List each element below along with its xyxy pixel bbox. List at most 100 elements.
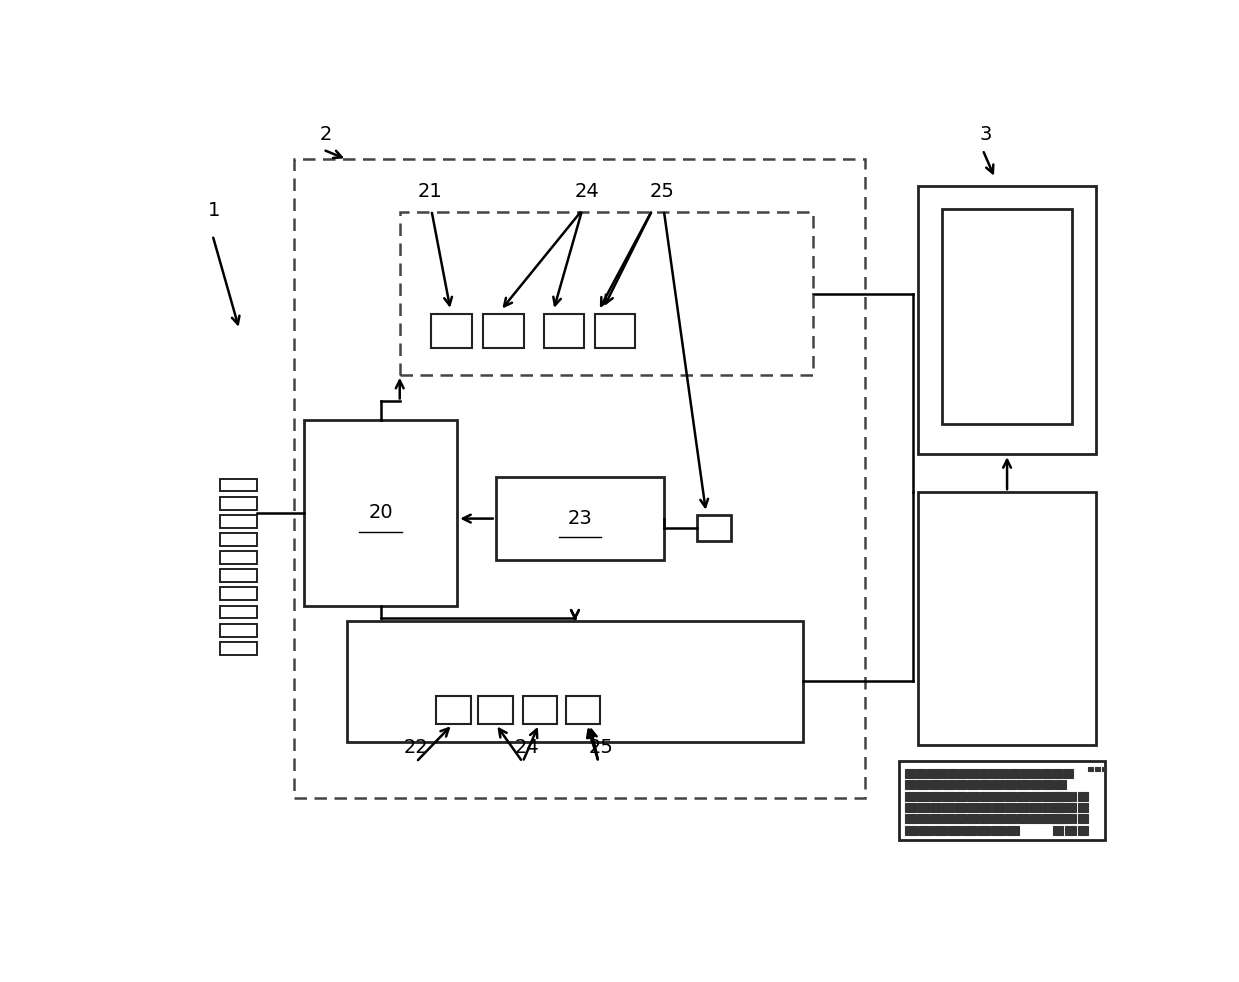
Bar bbox=[1030, 791, 1041, 800]
Bar bbox=[955, 814, 966, 823]
Bar bbox=[991, 826, 1005, 835]
Bar bbox=[992, 781, 1004, 790]
Bar bbox=[929, 781, 942, 790]
Bar bbox=[968, 781, 979, 790]
Bar bbox=[1042, 781, 1053, 790]
Bar bbox=[992, 803, 1004, 812]
Bar bbox=[955, 803, 966, 812]
Bar bbox=[1032, 769, 1041, 778]
Bar bbox=[948, 826, 961, 835]
Bar bbox=[221, 642, 256, 655]
Bar bbox=[1030, 803, 1041, 812]
Bar bbox=[1054, 781, 1066, 790]
Bar bbox=[929, 814, 942, 823]
Bar bbox=[943, 781, 954, 790]
Bar bbox=[595, 314, 634, 349]
Bar bbox=[1095, 767, 1100, 771]
Bar bbox=[1063, 769, 1073, 778]
Bar bbox=[980, 803, 991, 812]
Bar bbox=[943, 791, 954, 800]
Bar bbox=[943, 814, 954, 823]
Bar bbox=[958, 769, 968, 778]
Bar bbox=[968, 791, 979, 800]
Bar bbox=[900, 761, 1105, 840]
Bar bbox=[992, 814, 1004, 823]
Bar bbox=[968, 803, 979, 812]
Text: 25: 25 bbox=[589, 737, 613, 757]
Bar bbox=[1066, 814, 1075, 823]
Bar bbox=[963, 826, 976, 835]
Bar bbox=[1005, 791, 1016, 800]
Bar bbox=[1017, 781, 1028, 790]
Bar bbox=[980, 814, 991, 823]
Text: 3: 3 bbox=[979, 126, 991, 144]
Bar bbox=[1053, 814, 1063, 823]
Text: 22: 22 bbox=[404, 737, 429, 757]
Text: 24: 24 bbox=[515, 737, 540, 757]
Bar bbox=[478, 695, 513, 725]
Bar bbox=[1078, 803, 1088, 812]
Bar bbox=[1017, 803, 1028, 812]
Bar bbox=[1101, 767, 1106, 771]
Bar bbox=[1005, 781, 1016, 790]
Bar bbox=[221, 624, 256, 636]
Bar bbox=[1005, 803, 1016, 812]
Bar bbox=[904, 826, 918, 835]
Bar bbox=[943, 208, 1072, 424]
Bar bbox=[483, 314, 524, 349]
Bar bbox=[916, 769, 926, 778]
Bar bbox=[221, 478, 256, 491]
Bar bbox=[917, 803, 929, 812]
Bar bbox=[1000, 769, 1010, 778]
Bar bbox=[221, 587, 256, 600]
Bar bbox=[968, 769, 978, 778]
Bar bbox=[221, 570, 256, 582]
Text: 1: 1 bbox=[208, 201, 221, 220]
Bar bbox=[544, 314, 584, 349]
Bar bbox=[980, 791, 991, 800]
Bar bbox=[937, 769, 947, 778]
Text: 21: 21 bbox=[418, 182, 442, 201]
Bar bbox=[1053, 826, 1063, 835]
Bar bbox=[955, 791, 966, 800]
Bar bbox=[294, 159, 865, 798]
Bar bbox=[918, 492, 1097, 745]
Bar bbox=[1078, 814, 1088, 823]
Bar bbox=[1066, 803, 1075, 812]
Bar bbox=[976, 826, 990, 835]
Bar bbox=[1053, 769, 1062, 778]
Text: 20: 20 bbox=[368, 504, 393, 522]
Bar bbox=[1054, 814, 1066, 823]
Bar bbox=[1042, 791, 1053, 800]
Bar bbox=[1005, 814, 1016, 823]
Text: 24: 24 bbox=[575, 182, 600, 201]
Bar bbox=[1053, 803, 1063, 812]
Bar bbox=[955, 781, 966, 790]
Bar bbox=[943, 803, 954, 812]
Bar bbox=[1078, 826, 1088, 835]
Bar bbox=[904, 769, 914, 778]
Bar bbox=[919, 826, 933, 835]
Bar bbox=[917, 781, 929, 790]
Bar bbox=[904, 803, 917, 812]
Bar bbox=[1054, 791, 1066, 800]
Bar bbox=[1066, 826, 1075, 835]
Bar bbox=[1078, 791, 1088, 800]
Bar bbox=[304, 420, 457, 606]
Bar bbox=[917, 814, 929, 823]
Bar bbox=[1017, 791, 1028, 800]
Bar bbox=[918, 186, 1097, 455]
Bar bbox=[523, 695, 558, 725]
Bar bbox=[1053, 791, 1063, 800]
Bar bbox=[698, 515, 731, 541]
Bar bbox=[400, 212, 813, 375]
Bar bbox=[979, 769, 989, 778]
Bar bbox=[1042, 769, 1052, 778]
Bar bbox=[1042, 814, 1053, 823]
Bar bbox=[1006, 826, 1020, 835]
Bar bbox=[934, 826, 947, 835]
Bar bbox=[929, 791, 942, 800]
Bar bbox=[904, 781, 917, 790]
Bar bbox=[1011, 769, 1020, 778]
Bar bbox=[1088, 767, 1093, 771]
